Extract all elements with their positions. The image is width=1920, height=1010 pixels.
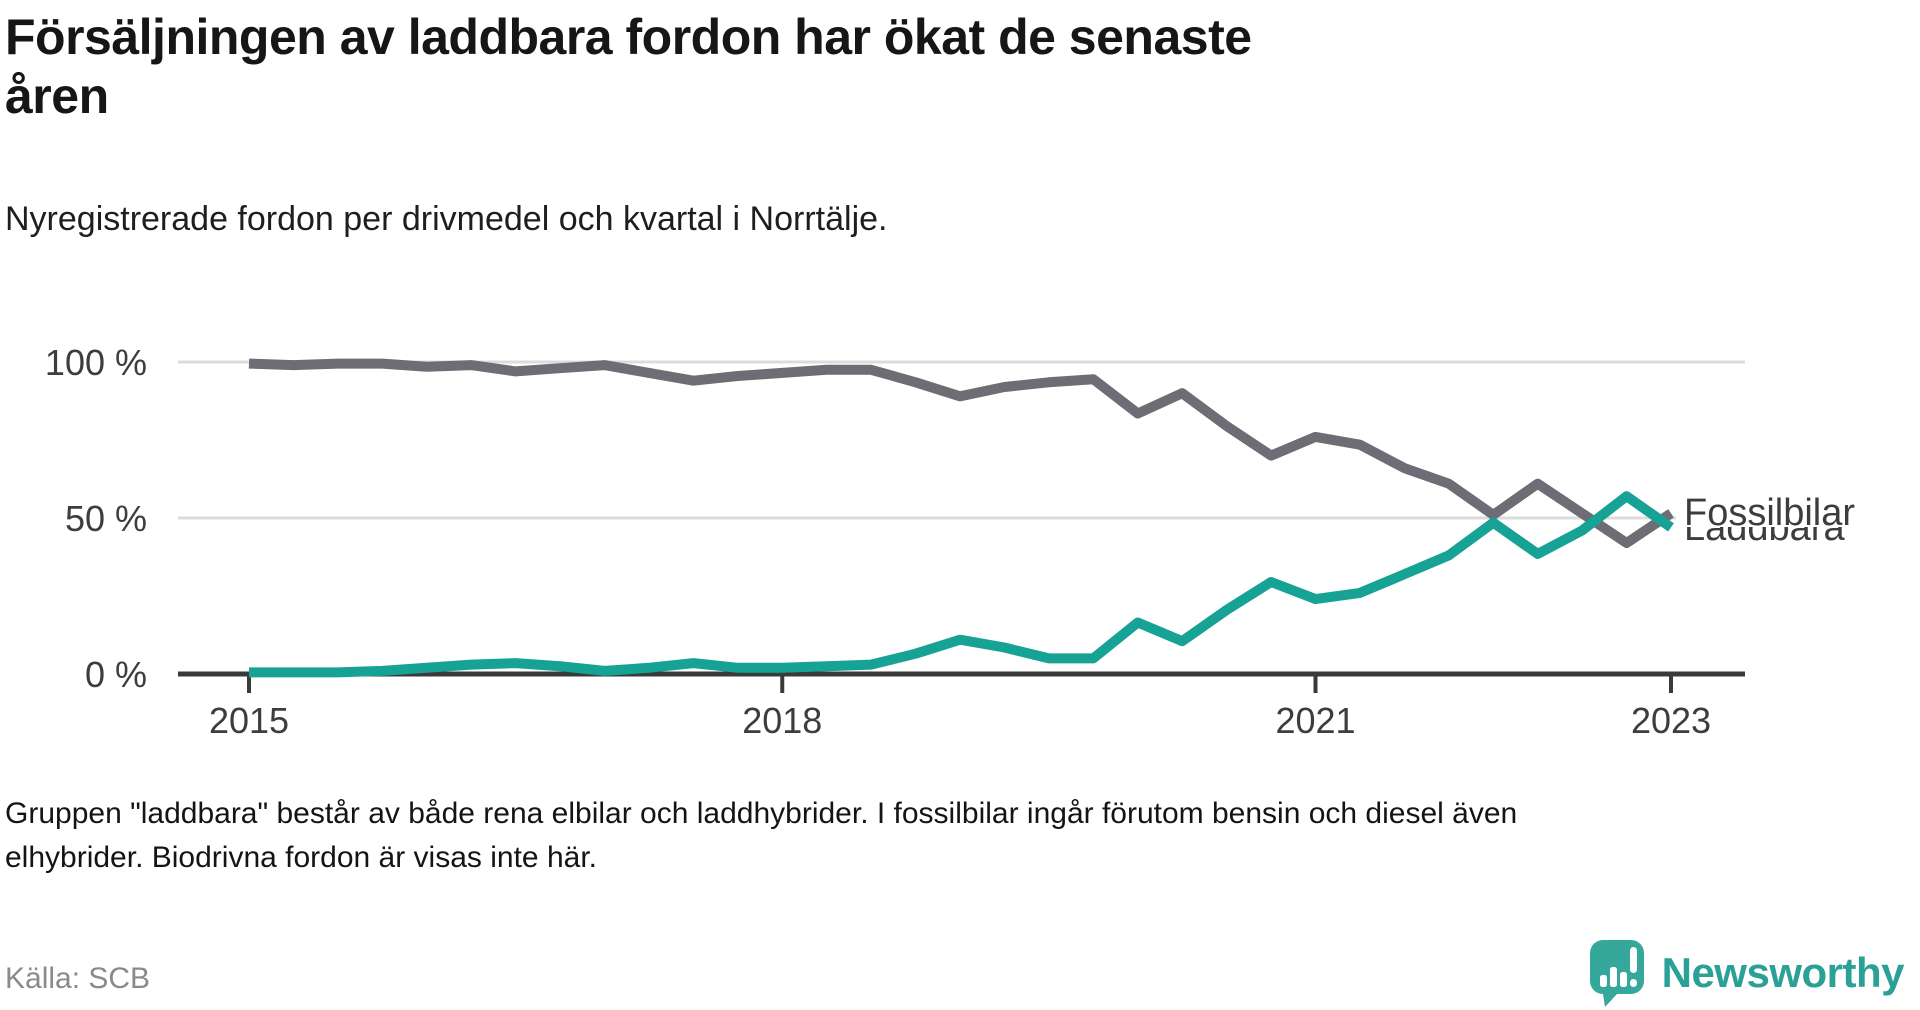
exclamation-bar	[1629, 947, 1637, 973]
line-chart: 2015 2018 2021 2023 100 %50 %0 % Laddbara F…	[45, 342, 1920, 741]
x-ticks: 2015 2018 2021 2023	[209, 676, 1711, 741]
newsworthy-icon	[1589, 940, 1644, 1007]
label-backdrop	[1676, 482, 1920, 527]
y-tick-label: 0 %	[85, 654, 147, 695]
bar-2	[1609, 967, 1617, 987]
brand-name: Newsworthy	[1661, 949, 1905, 996]
footnote-line-1: Gruppen "laddbara" består av både rena e…	[5, 797, 1518, 830]
bar-3	[1619, 972, 1627, 987]
exclamation-dot	[1629, 979, 1637, 987]
page-title: Försäljningen av laddbara fordon har öka…	[5, 8, 1885, 126]
y-tick-label: 50 %	[65, 498, 147, 539]
x-tick-label: 2021	[1275, 700, 1355, 741]
footnote-line-2: elhybrider. Biodrivna fordon är visas in…	[5, 840, 597, 874]
chart-subtitle: Nyregistrerade fordon per drivmedel och …	[5, 200, 888, 238]
x-tick-label: 2023	[1631, 700, 1711, 741]
source-credit: Källa: SCB	[5, 962, 151, 995]
y-tick-label: 100 %	[45, 342, 147, 383]
title-line-2: åren	[5, 68, 109, 124]
brand-logo: Newsworthy	[1588, 938, 1905, 1008]
bar-1	[1599, 975, 1607, 987]
laddbara-line	[249, 491, 1674, 678]
gridlines	[178, 360, 1745, 520]
x-tick-label: 2018	[742, 700, 822, 741]
x-tick-label: 2015	[209, 700, 289, 741]
title-line-1: Försäljningen av laddbara fordon har öka…	[5, 9, 1252, 65]
fossilbilar-line	[248, 358, 1674, 548]
footnote: Gruppen "laddbara" består av både rena e…	[5, 792, 1905, 879]
y-tick-labels: 100 % 50 % 0 %	[45, 342, 147, 695]
fossilbilar-series-label: Fossilbilar	[1684, 492, 1855, 534]
